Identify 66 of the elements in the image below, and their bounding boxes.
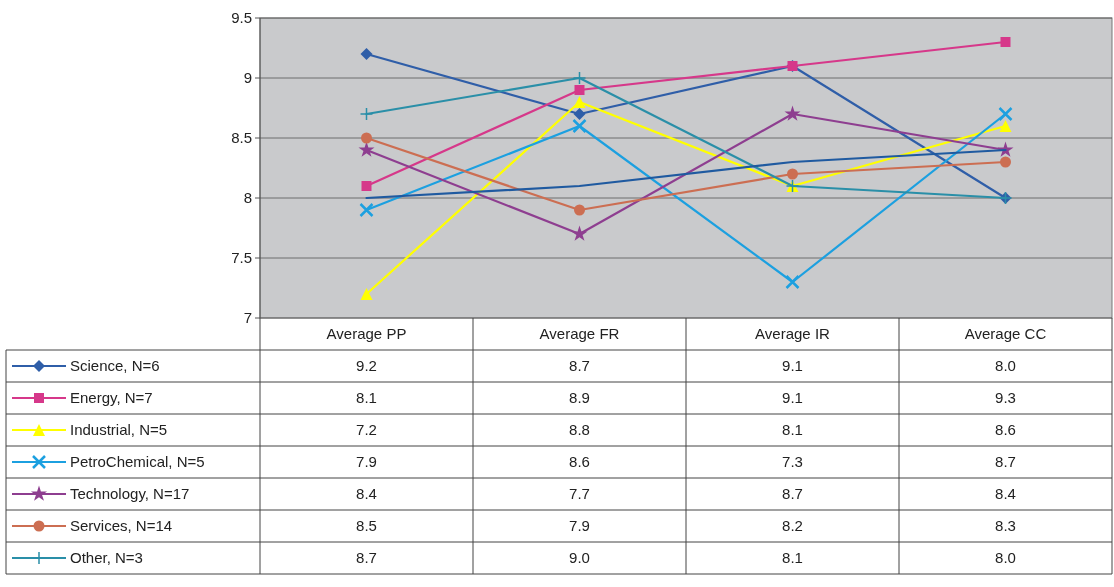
y-tick-label: 7.5 [231,249,252,267]
data-label: 7.7 [569,485,590,503]
data-label: 8.9 [569,389,590,407]
point [784,105,801,121]
data-label: 8.0 [995,549,1016,567]
y-tick-label: 7 [243,309,252,327]
data-label: 8.7 [995,453,1016,471]
data-label: 8.1 [782,549,803,567]
point [1000,156,1011,168]
point [360,48,373,60]
point [574,204,585,216]
data-label: 9.0 [569,549,590,567]
legend-label: Other, N=3 [70,549,143,567]
y-tick-label: 9 [243,69,252,87]
point [571,225,588,241]
point [359,107,374,121]
point [358,141,375,157]
point [359,202,374,218]
point [998,106,1013,122]
y-tick-label: 8.5 [231,129,252,147]
x-tick-label: Average FR [539,325,620,343]
data-label: 8.7 [356,549,377,567]
point [361,132,372,144]
legend-label: Energy, N=7 [70,389,153,407]
point [360,288,373,300]
x-tick-label: Average CC [964,325,1047,343]
data-label: 8.7 [569,357,590,375]
x-tick-label: Average PP [326,325,407,343]
data-label: 8.5 [356,517,377,535]
data-label: 8.1 [782,421,803,439]
point [573,108,586,120]
data-label: 8.4 [995,485,1016,503]
data-label: 8.8 [569,421,590,439]
point [785,274,800,290]
y-tick-label: 8 [243,189,252,207]
legend-label: Science, N=6 [70,357,160,375]
point [573,96,586,108]
point [574,85,585,95]
x-tick-label: Average IR [755,325,831,343]
point [361,181,372,191]
data-label: 9.2 [356,357,377,375]
data-label: 8.3 [995,517,1016,535]
y-tick-label: 9.5 [231,9,252,27]
legend-label: PetroChemical, N=5 [70,453,205,471]
point [1000,37,1011,47]
data-label: 7.9 [569,517,590,535]
data-label: 8.6 [569,453,590,471]
data-label: 9.3 [995,389,1016,407]
data-label: 8.6 [995,421,1016,439]
data-label: 9.1 [782,389,803,407]
point [572,118,587,134]
data-label: 7.9 [356,453,377,471]
data-label: 8.0 [995,357,1016,375]
data-label: 8.4 [356,485,377,503]
legend-label: Technology, N=17 [70,485,190,503]
data-label: 7.3 [782,453,803,471]
data-label: 7.2 [356,421,377,439]
data-label: 8.2 [782,517,803,535]
data-label: 8.7 [782,485,803,503]
legend-label: Services, N=14 [70,517,173,535]
data-label: 8.1 [356,389,377,407]
point [999,120,1012,132]
legend-label: Industrial, N=5 [70,421,168,439]
point [572,71,587,85]
data-label: 9.1 [782,357,803,375]
point [787,168,798,180]
